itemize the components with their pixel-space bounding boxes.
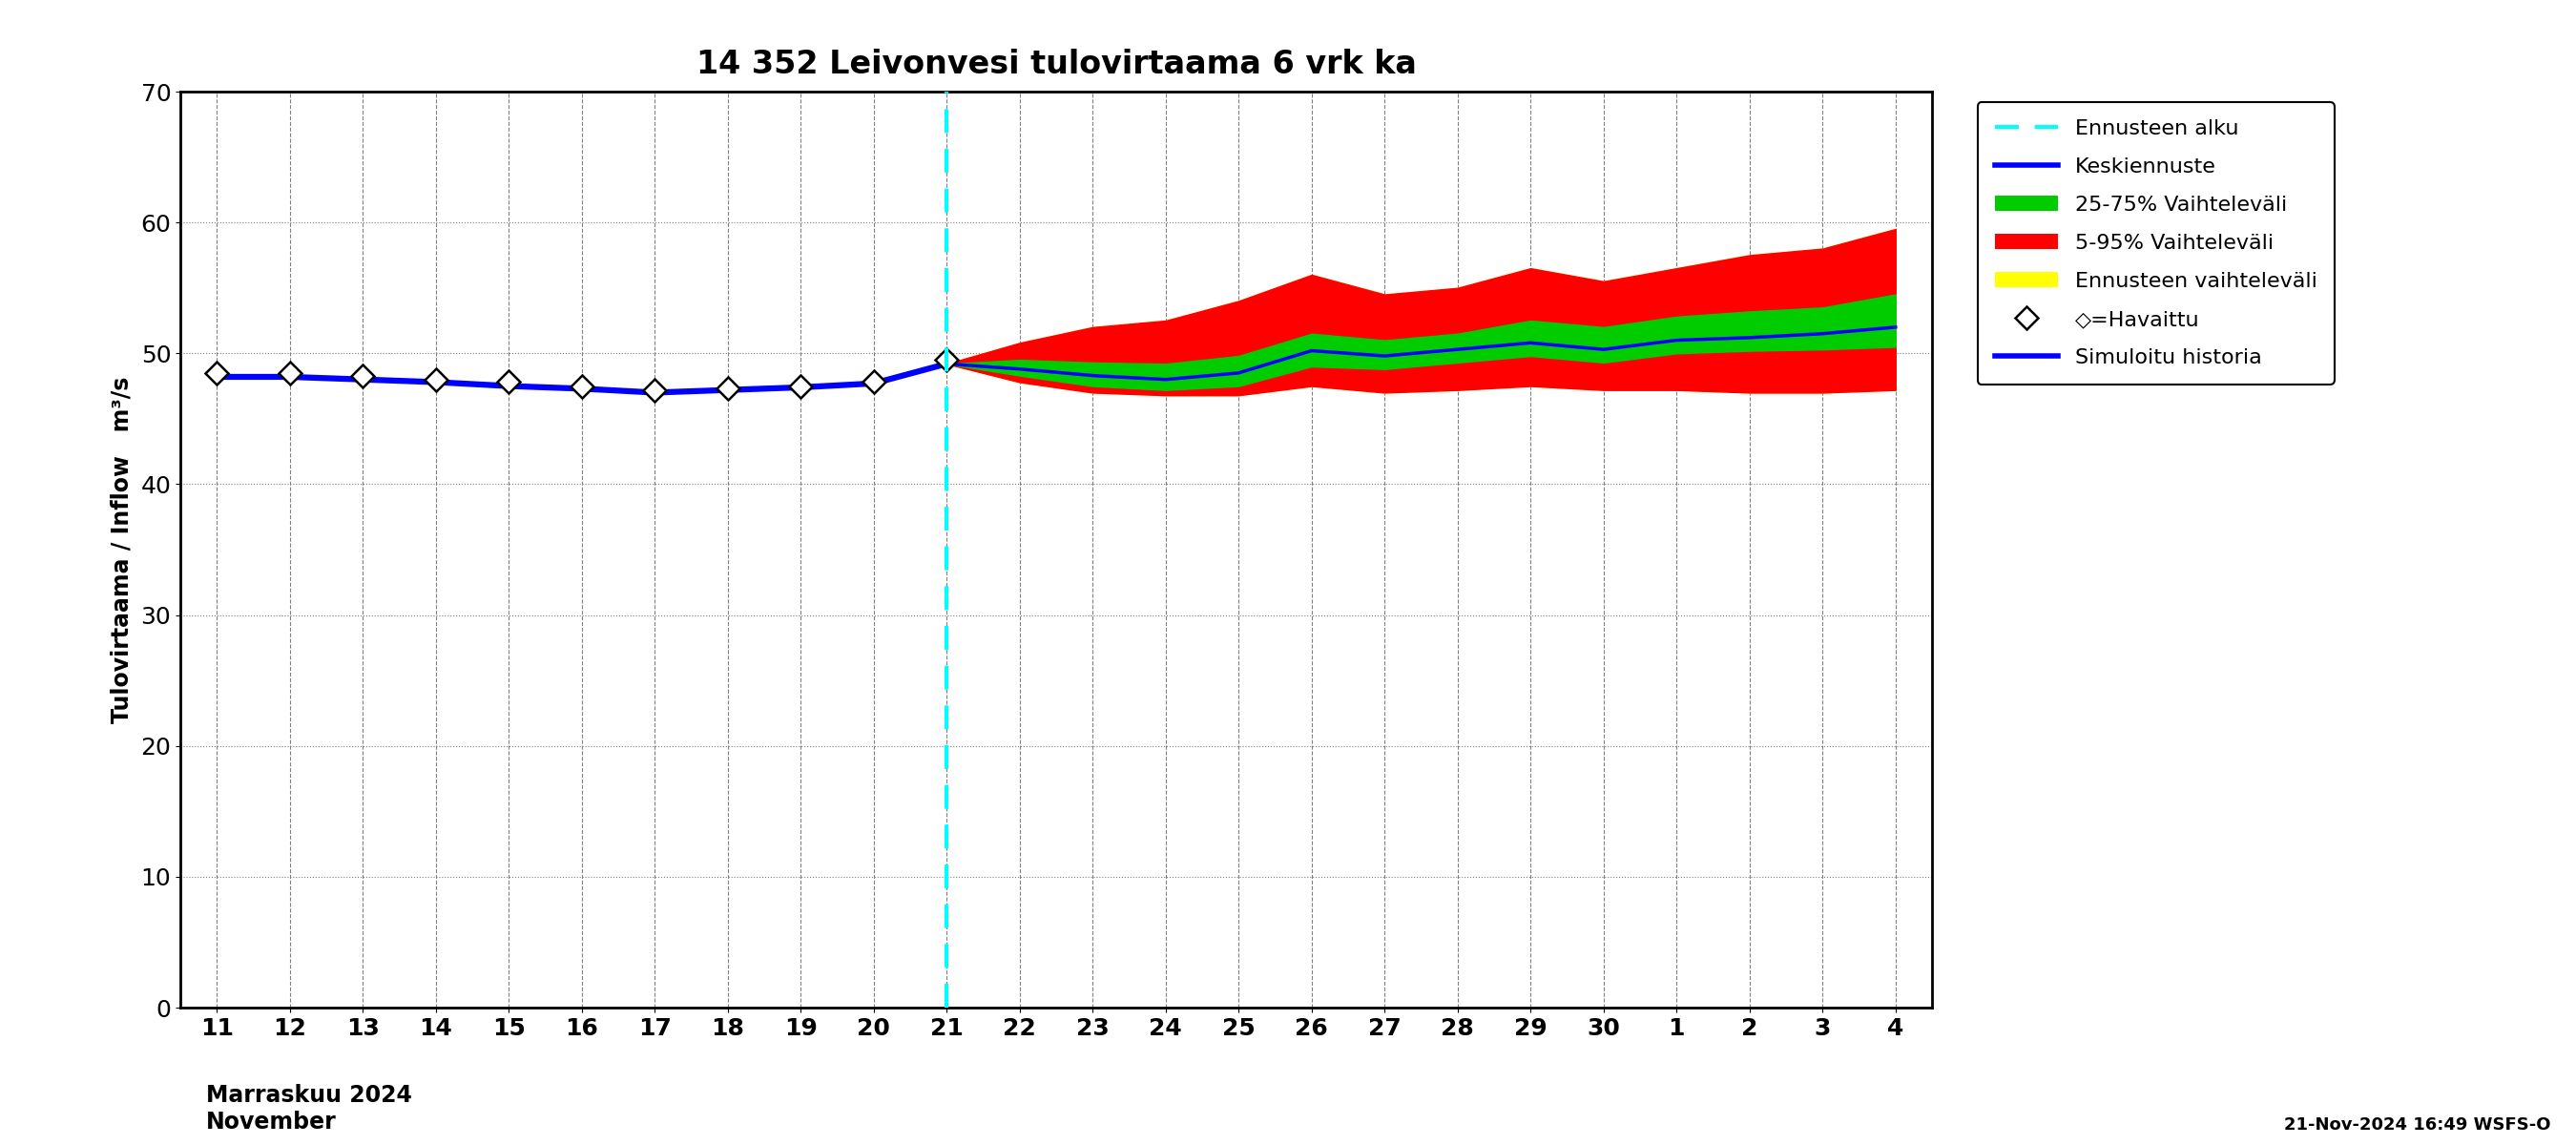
Text: 21-Nov-2024 16:49 WSFS-O: 21-Nov-2024 16:49 WSFS-O: [2282, 1116, 2550, 1134]
Text: Marraskuu 2024
November: Marraskuu 2024 November: [206, 1084, 412, 1134]
Y-axis label: Tulovirtaama / Inflow   m³/s: Tulovirtaama / Inflow m³/s: [111, 377, 134, 722]
Title: 14 352 Leivonvesi tulovirtaama 6 vrk ka: 14 352 Leivonvesi tulovirtaama 6 vrk ka: [696, 48, 1417, 80]
Legend: Ennusteen alku, Keskiennuste, 25-75% Vaihteleväli, 5-95% Vaihteleväli, Ennusteen: Ennusteen alku, Keskiennuste, 25-75% Vai…: [1978, 102, 2334, 385]
